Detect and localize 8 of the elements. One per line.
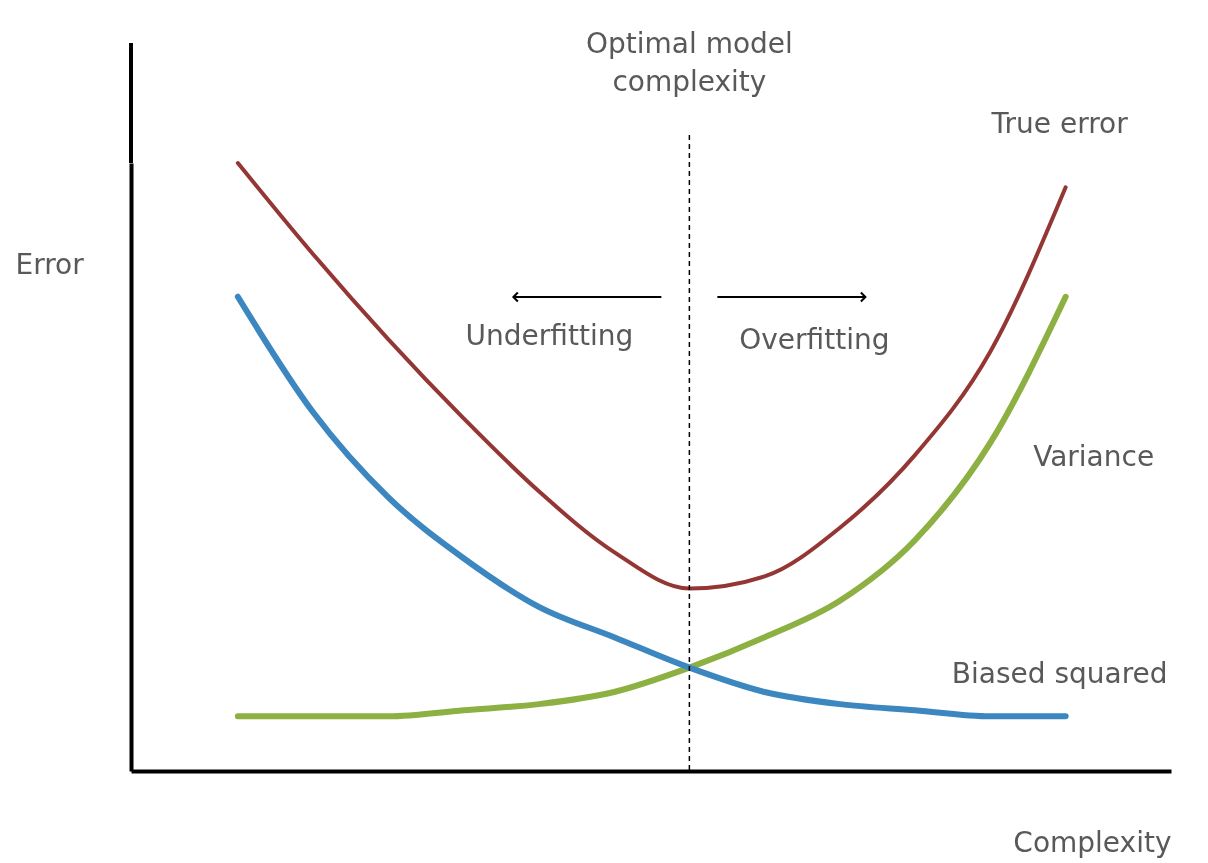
annotation: Underfitting <box>465 319 634 352</box>
series-label: Biased squared <box>951 657 1168 691</box>
annotation: Overfitting <box>739 323 890 356</box>
series-label: Variance <box>1033 439 1155 473</box>
y-axis-title: Error <box>15 247 85 281</box>
x-axis-title: Complexity <box>1013 825 1172 859</box>
text: True error <box>990 107 1129 141</box>
text: Optimal model complexity <box>585 27 793 98</box>
